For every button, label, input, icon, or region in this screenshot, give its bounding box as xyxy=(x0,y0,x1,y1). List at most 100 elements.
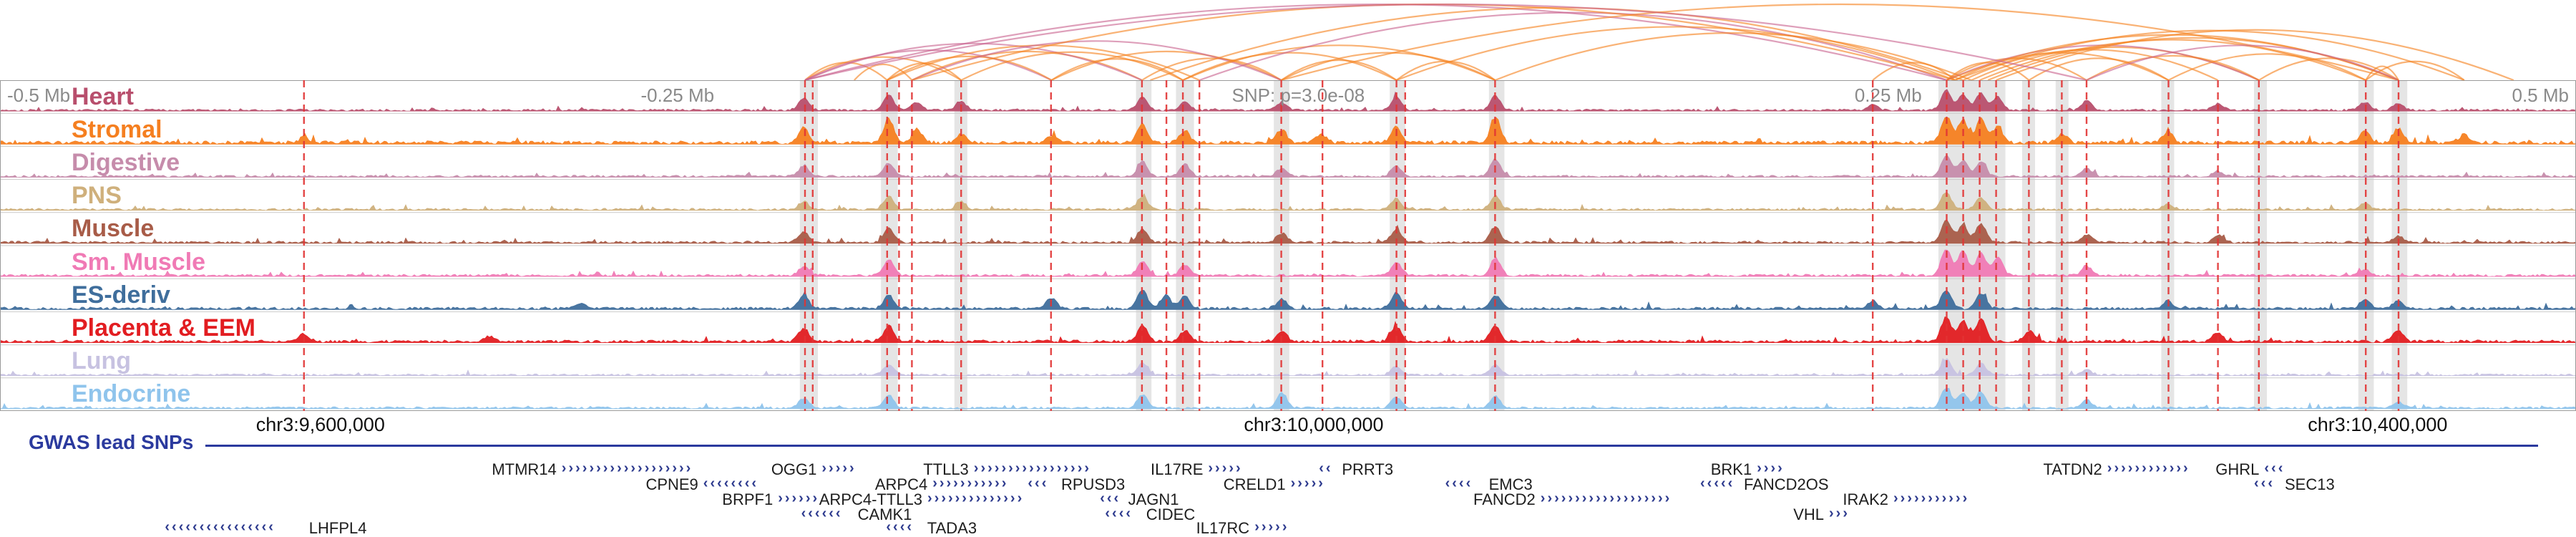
interaction-arc xyxy=(2365,60,2465,80)
interaction-arc xyxy=(1182,44,1496,80)
gene-ogg1: ››››› OGG1 xyxy=(771,461,868,478)
gene-label: EMC3 xyxy=(1488,475,1533,493)
gene-tatdn2: ›››››››››››› TATDN2 xyxy=(2044,461,2210,478)
gene-label: CRELD1 xyxy=(1223,475,1286,493)
gene-strand-arrows-icon: ‹‹‹‹‹ xyxy=(1700,476,1735,491)
interaction-arc xyxy=(1182,52,1397,80)
gene-camk1: ‹‹‹‹‹‹ CAMK1 xyxy=(801,506,912,523)
interaction-arc xyxy=(804,56,962,80)
gene-label: VHL xyxy=(1793,505,1824,523)
gene-fancd2: ››››››››››››››››››› FANCD2 xyxy=(1473,491,1700,508)
gene-strand-arrows-icon: ‹‹‹‹ xyxy=(886,520,914,535)
interaction-arc xyxy=(2086,54,2260,80)
interaction-arc xyxy=(2365,65,2399,80)
gene-brk1: ›››› BRK1 xyxy=(1711,461,1790,478)
gene-strand-arrows-icon: ››››› xyxy=(821,461,857,476)
gene-label: ARPC4-TTLL3 xyxy=(819,490,922,508)
gene-strand-arrows-icon: ››››› xyxy=(1290,476,1325,491)
gene-label: PRRT3 xyxy=(1342,460,1394,478)
gene-ghrl: ‹‹‹ GHRL xyxy=(2215,461,2293,478)
gene-strand-arrows-icon: ‹‹‹ xyxy=(1100,491,1121,506)
signal-track-placenta-eem xyxy=(0,316,2576,344)
gene-label: BRK1 xyxy=(1710,460,1752,478)
signal-track-muscle xyxy=(0,219,2576,244)
gene-strand-arrows-icon: ››› xyxy=(1829,506,1850,521)
interaction-arc xyxy=(1954,29,2465,80)
signal-track-sm-muscle xyxy=(0,249,2576,277)
gene-label: JAGN1 xyxy=(1128,490,1179,508)
gene-vhl: ››› VHL xyxy=(1793,506,1858,523)
gene-label: LHFPL4 xyxy=(308,519,367,537)
gene-emc3: ‹‹‹‹ EMC3 xyxy=(1445,476,1533,493)
gene-label: FANCD2 xyxy=(1473,490,1536,508)
gene-strand-arrows-icon: ‹‹‹‹‹‹ xyxy=(801,506,843,521)
gene-strand-arrows-icon: ‹‹‹‹ xyxy=(1105,506,1133,521)
interaction-arc xyxy=(804,3,1947,80)
gene-strand-arrows-icon: ‹‹‹ xyxy=(1028,476,1049,491)
signal-track-heart xyxy=(0,89,2576,112)
interaction-arc xyxy=(1979,39,2366,80)
interaction-arc xyxy=(1141,57,1282,80)
interaction-arc xyxy=(1281,52,1496,80)
gene-strand-arrows-icon: ›››› xyxy=(1757,461,1785,476)
gene-label: BRPF1 xyxy=(722,490,774,508)
interaction-arc xyxy=(960,51,1184,80)
gene-label: FANCD2OS xyxy=(1744,475,1829,493)
interaction-arc xyxy=(1396,26,1956,80)
gene-jagn1: ‹‹‹ JAGN1 xyxy=(1100,491,1179,508)
gene-label: OGG1 xyxy=(771,460,817,478)
interaction-arc xyxy=(1395,60,1496,80)
gene-strand-arrows-icon: ››››››››››››››››››› xyxy=(1540,491,1672,506)
gene-label: ARPC4 xyxy=(874,475,928,493)
interaction-arc xyxy=(1051,50,1282,80)
gene-rpusd3: ‹‹‹ RPUSD3 xyxy=(1028,476,1125,493)
gene-label: IL17RC xyxy=(1196,519,1250,537)
interaction-arc xyxy=(1050,58,1184,80)
gene-strand-arrows-icon: ››››› xyxy=(1254,520,1289,535)
gene-irak2: ››››››››››› IRAK2 xyxy=(1843,491,1984,508)
interaction-arc xyxy=(1281,3,2399,80)
gene-creld1: ››››› CRELD1 xyxy=(1224,476,1332,493)
signal-track-pns xyxy=(0,192,2576,211)
gene-strand-arrows-icon: ››››››››››› xyxy=(932,476,1009,491)
gene-strand-arrows-icon: ‹‹‹‹ xyxy=(1445,476,1473,491)
interaction-arc xyxy=(887,44,1200,80)
gene-strand-arrows-icon: ‹‹‹‹‹‹‹‹‹‹‹‹‹‹‹‹ xyxy=(165,520,275,535)
gene-strand-arrows-icon: ›››››››››››››› xyxy=(927,491,1025,506)
signal-track-stromal xyxy=(0,117,2576,145)
interaction-arc xyxy=(853,64,913,80)
gene-il17re: ››››› IL17RE xyxy=(1151,461,1246,478)
interaction-arc xyxy=(1872,62,1956,80)
interaction-arc xyxy=(2086,44,2399,80)
interaction-arc xyxy=(887,55,1053,80)
gene-label: CAMK1 xyxy=(857,505,912,523)
gwas-snps-line xyxy=(205,445,2538,447)
interaction-arcs-layer xyxy=(804,3,2514,80)
gene-label: CIDEC xyxy=(1146,505,1196,523)
gene-cidec: ‹‹‹‹ CIDEC xyxy=(1105,506,1195,523)
signal-tracks-layer xyxy=(0,80,2576,411)
gene-cpne9: ‹‹‹‹‹‹‹‹ CPNE9 xyxy=(645,476,773,493)
gene-arpc4: ››››››››››› ARPC4 xyxy=(875,476,1025,493)
gene-label: TTLL3 xyxy=(923,460,969,478)
signal-track-digestive xyxy=(0,154,2576,178)
interaction-arc xyxy=(804,3,2087,80)
gene-ttll3: ››››››››››››››››› TTLL3 xyxy=(923,461,1118,478)
gene-fancd2os: ‹‹‹‹‹ FANCD2OS xyxy=(1700,476,1829,493)
gene-sec13: ‹‹‹ SEC13 xyxy=(2254,476,2335,493)
interaction-arc xyxy=(1199,11,1947,80)
gene-label: MTMR14 xyxy=(492,460,557,478)
gene-prrt3: ‹‹ PRRT3 xyxy=(1319,461,1393,478)
gene-label: GHRL xyxy=(2215,460,2260,478)
gene-tada3: ‹‹‹‹ TADA3 xyxy=(886,520,977,537)
gene-strand-arrows-icon: ››››› xyxy=(1208,461,1243,476)
signal-track-es-deriv xyxy=(0,289,2576,310)
interaction-arc xyxy=(1494,32,1972,80)
interaction-arc xyxy=(911,50,1143,80)
gene-il17rc: ››››› IL17RC xyxy=(1196,520,1298,537)
interaction-arc xyxy=(1996,29,2514,80)
gene-label: RPUSD3 xyxy=(1060,475,1126,493)
gene-arpc4-ttll3: ›››››››››››››› ARPC4-TTLL3 xyxy=(819,491,1043,508)
interaction-arc xyxy=(1280,59,1397,80)
